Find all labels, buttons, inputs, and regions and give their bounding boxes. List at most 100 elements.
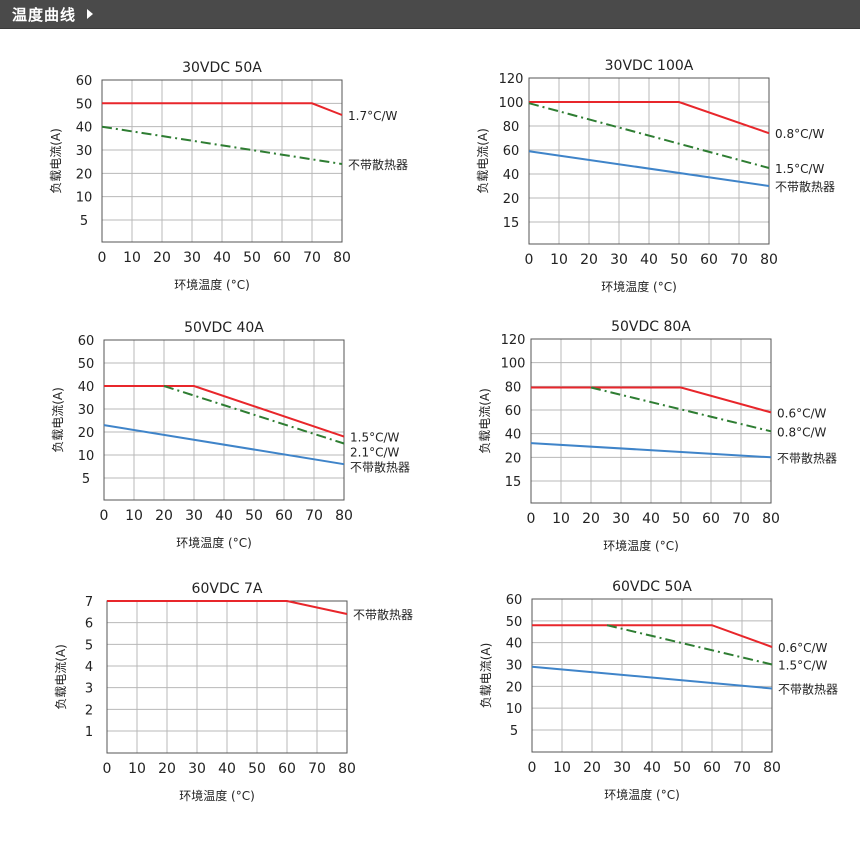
x-tick-label: 80 — [760, 252, 778, 268]
y-tick-label: 15 — [505, 475, 522, 490]
y-tick-label: 20 — [78, 426, 95, 441]
x-tick-label: 60 — [278, 761, 296, 777]
x-tick-label: 0 — [100, 508, 109, 524]
x-tick-label: 70 — [733, 760, 751, 776]
series-line — [606, 624, 773, 666]
y-axis-label: 负载电流(A) — [478, 388, 492, 454]
x-tick-label: 20 — [582, 511, 600, 527]
y-axis-label: 负载电流(A) — [51, 387, 65, 453]
y-tick-label: 40 — [505, 428, 522, 443]
y-tick-label: 100 — [501, 357, 526, 372]
x-tick-label: 10 — [128, 761, 146, 777]
x-tick-label: 10 — [552, 511, 570, 527]
series-line — [104, 385, 345, 438]
x-tick-label: 10 — [123, 250, 141, 266]
y-tick-label: 5 — [80, 214, 88, 229]
series-label: 不带散热器 — [353, 607, 413, 622]
chart-title: 60VDC 7A — [192, 581, 263, 597]
series-label: 不带散热器 — [348, 157, 408, 172]
x-tick-label: 40 — [213, 250, 231, 266]
plot-frame — [101, 79, 343, 243]
series-label: 不带散热器 — [777, 450, 837, 465]
y-tick-label: 80 — [505, 380, 522, 395]
y-tick-label: 7 — [85, 595, 93, 610]
x-tick-label: 50 — [673, 760, 691, 776]
y-tick-label: 40 — [76, 121, 93, 136]
caret-right-icon[interactable] — [87, 9, 93, 19]
y-tick-label: 20 — [505, 451, 522, 466]
y-tick-label: 20 — [506, 680, 523, 695]
chart-2: 30VDC 100A 15 20 40 60 80 100 120 0 10 20 30 40 50 60 7… — [476, 58, 835, 294]
plot-frame — [103, 339, 345, 501]
x-tick-label: 80 — [762, 511, 780, 527]
y-tick-label: 30 — [78, 403, 95, 418]
series-line — [531, 386, 772, 414]
x-tick-label: 10 — [125, 508, 143, 524]
x-tick-label: 70 — [732, 511, 750, 527]
chart-title: 50VDC 80A — [611, 319, 691, 335]
series-line — [102, 102, 343, 116]
x-tick-label: 60 — [703, 760, 721, 776]
series-label: 0.8°C/W — [777, 425, 827, 439]
x-tick-label: 40 — [218, 761, 236, 777]
series-line — [530, 442, 772, 459]
x-tick-label: 0 — [528, 760, 537, 776]
y-tick-label: 60 — [503, 144, 520, 159]
series-line — [101, 125, 343, 165]
y-tick-label: 50 — [506, 615, 523, 630]
x-tick-label: 50 — [670, 252, 688, 268]
y-tick-label: 15 — [503, 216, 520, 231]
y-tick-label: 40 — [503, 168, 520, 183]
plot-frame — [531, 598, 773, 753]
y-tick-label: 10 — [78, 449, 95, 464]
y-tick-label: 120 — [501, 333, 526, 348]
y-tick-label: 5 — [82, 472, 90, 487]
x-tick-label: 50 — [245, 508, 263, 524]
x-tick-label: 50 — [243, 250, 261, 266]
series-label: 不带散热器 — [775, 179, 835, 194]
x-tick-label: 0 — [527, 511, 536, 527]
series-label: 1.5°C/W — [778, 659, 828, 673]
y-tick-label: 40 — [78, 380, 95, 395]
x-axis-label: 环境温度 (°C) — [179, 788, 255, 803]
y-axis-label: 负载电流(A) — [49, 128, 63, 194]
y-tick-label: 60 — [506, 593, 523, 608]
x-tick-label: 70 — [308, 761, 326, 777]
series-label: 1.5°C/W — [350, 431, 400, 445]
chart-title: 50VDC 40A — [184, 320, 264, 336]
y-tick-label: 30 — [76, 144, 93, 159]
x-tick-label: 40 — [643, 760, 661, 776]
section-title: 温度曲线 — [12, 6, 77, 24]
y-tick-label: 100 — [499, 96, 524, 111]
series-label: 0.6°C/W — [778, 641, 828, 655]
y-tick-label: 120 — [499, 72, 524, 87]
series-label: 1.7°C/W — [348, 109, 398, 123]
chart-title: 30VDC 50A — [182, 60, 262, 76]
x-tick-label: 0 — [525, 252, 534, 268]
chart-6: 60VDC 50A 5 10 20 30 40 50 60 0 10 20 30 40 50 60 70 80 环… — [479, 579, 838, 802]
chart-4: 50VDC 80A 15 20 40 60 80 100 120 0 10 20 30 40 50 60 70… — [478, 319, 837, 553]
series-label: 2.1°C/W — [350, 446, 400, 460]
x-tick-label: 60 — [275, 508, 293, 524]
y-tick-label: 4 — [85, 660, 93, 675]
x-tick-label: 40 — [215, 508, 233, 524]
x-tick-label: 60 — [702, 511, 720, 527]
x-axis-label: 环境温度 (°C) — [176, 535, 252, 550]
series-label: 0.8°C/W — [775, 127, 825, 141]
y-tick-label: 50 — [78, 357, 95, 372]
x-axis-label: 环境温度 (°C) — [604, 787, 680, 802]
y-tick-label: 20 — [76, 167, 93, 182]
y-tick-label: 80 — [503, 120, 520, 135]
chart-title: 30VDC 100A — [605, 58, 694, 74]
section-header: 温度曲线 — [0, 0, 860, 29]
series-line — [529, 101, 770, 135]
series-label: 不带散热器 — [350, 460, 410, 475]
plot-frame — [528, 77, 770, 245]
series-line — [103, 424, 345, 466]
chart-3: 50VDC 40A 5 10 20 30 40 50 60 0 10 20 30 40 50 60 70 80 环… — [51, 320, 410, 550]
x-tick-label: 10 — [553, 760, 571, 776]
x-tick-label: 30 — [185, 508, 203, 524]
y-tick-label: 6 — [85, 617, 93, 632]
